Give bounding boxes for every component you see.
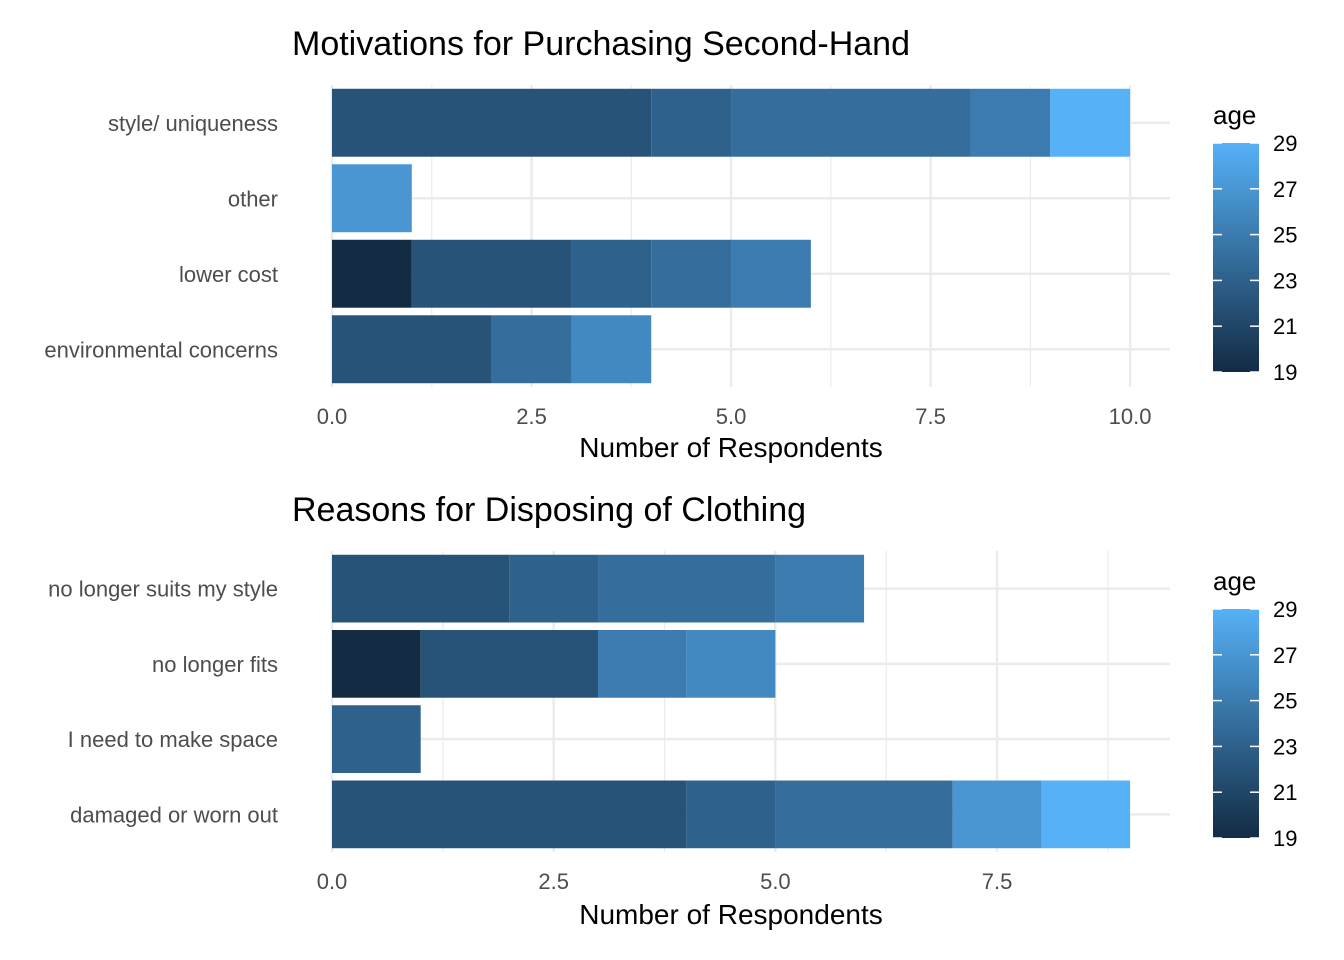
bar-segment — [509, 554, 599, 623]
bar-segment — [332, 88, 652, 157]
bar-segment — [775, 554, 865, 623]
bar-segment — [332, 315, 492, 384]
bar-segment — [571, 315, 652, 384]
chart-title: Reasons for Disposing of Clothing — [292, 491, 806, 529]
bar-segment — [686, 780, 776, 849]
bar-segment — [731, 239, 811, 308]
x-tick-label: 0.0 — [317, 404, 348, 429]
legend-label: 19 — [1273, 360, 1297, 385]
bar-segment — [686, 630, 776, 698]
colorbar — [1213, 143, 1259, 372]
x-tick-label: 5.0 — [716, 404, 747, 429]
x-tick-label: 7.5 — [915, 404, 946, 429]
category-label: style/ uniqueness — [108, 111, 278, 136]
category-label: no longer fits — [152, 652, 278, 677]
legend-label: 27 — [1273, 177, 1297, 202]
legend-label: 25 — [1273, 223, 1297, 248]
legend-label: 23 — [1273, 268, 1297, 293]
chart-title: Motivations for Purchasing Second-Hand — [292, 25, 910, 63]
bar-segment — [571, 239, 652, 308]
legend-colorbar: 19 21 23 25 27 29 — [1213, 131, 1297, 385]
bar-segment — [420, 630, 599, 698]
bar-segment — [731, 88, 971, 157]
bar-segment — [775, 780, 953, 849]
panel-motivations: Motivations for Purchasing Second-Hand N… — [44, 25, 1297, 463]
colorbar — [1213, 609, 1259, 838]
legend-label: 25 — [1273, 689, 1297, 714]
category-label: no longer suits my style — [48, 577, 278, 602]
bar-segment — [332, 780, 687, 849]
x-tick-label: 7.5 — [982, 869, 1013, 894]
bar-segment — [411, 239, 572, 308]
category-label: lower cost — [179, 262, 278, 287]
bar-segment — [651, 239, 732, 308]
bar-segment — [332, 554, 510, 623]
legend-colorbar: 19 21 23 25 27 29 — [1213, 597, 1297, 851]
category-label: other — [228, 186, 278, 211]
legend-label: 19 — [1273, 826, 1297, 851]
legend-label: 21 — [1273, 780, 1297, 805]
bars — [332, 554, 1131, 849]
bar-segment — [332, 630, 421, 698]
x-tick-label: 10.0 — [1109, 404, 1152, 429]
bar-segment — [332, 164, 412, 233]
category-label: damaged or worn out — [70, 802, 278, 827]
legend-label: 29 — [1273, 131, 1297, 156]
legend-label: 29 — [1273, 597, 1297, 622]
x-tick-label: 2.5 — [538, 869, 569, 894]
legend-label: 23 — [1273, 734, 1297, 759]
x-tick-label: 5.0 — [760, 869, 791, 894]
bar-segment — [952, 780, 1042, 849]
bar-segment — [1050, 88, 1131, 157]
legend-title: age — [1213, 100, 1256, 130]
x-axis-label: Number of Respondents — [579, 899, 883, 930]
panel-disposing: Reasons for Disposing of Clothing Number… — [48, 491, 1297, 930]
legend-label: 21 — [1273, 314, 1297, 339]
x-tick-label: 0.0 — [317, 869, 348, 894]
category-label: environmental concerns — [44, 337, 278, 362]
legend-label: 27 — [1273, 643, 1297, 668]
bar-segment — [491, 315, 572, 384]
x-axis-label: Number of Respondents — [579, 432, 883, 463]
bar-segment — [598, 630, 687, 698]
category-label: I need to make space — [68, 727, 278, 752]
bar-segment — [651, 88, 732, 157]
bar-segment — [332, 705, 421, 773]
bar-segment — [970, 88, 1051, 157]
x-tick-label: 2.5 — [516, 404, 547, 429]
legend-title: age — [1213, 566, 1256, 596]
bar-segment — [1041, 780, 1131, 849]
bars — [332, 88, 1131, 384]
bar-segment — [332, 239, 412, 308]
bar-segment — [598, 554, 776, 623]
